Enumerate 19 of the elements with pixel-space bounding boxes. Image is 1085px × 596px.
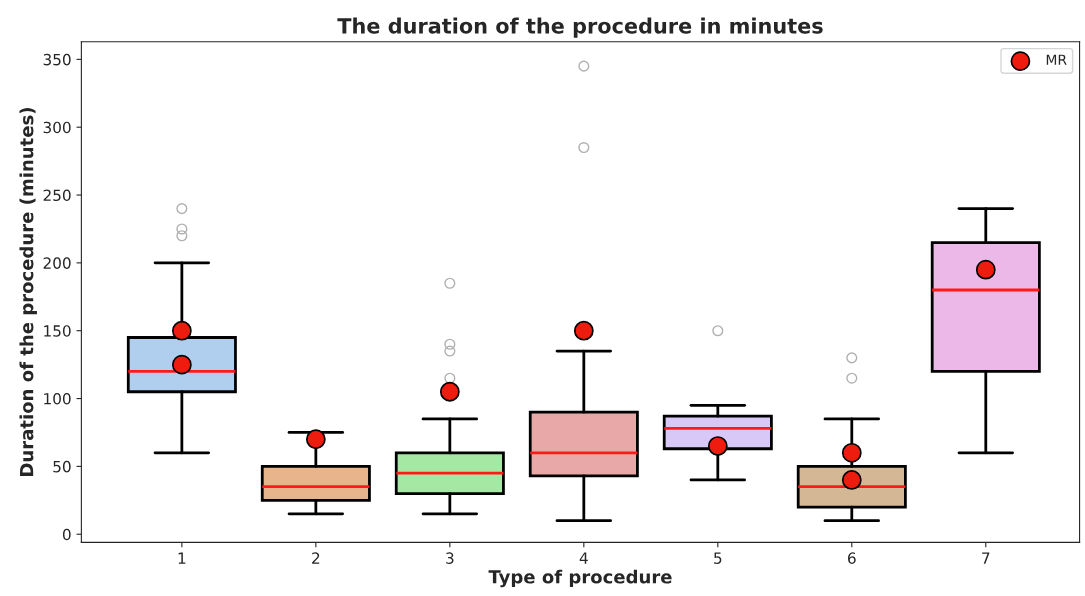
x-tick-label: 2 xyxy=(312,552,320,564)
y-tick-label: 50 xyxy=(53,460,71,473)
y-tick-label: 300 xyxy=(43,121,71,134)
y-tick-label: 150 xyxy=(44,325,71,337)
y-axis-title: Duration of the procedure (minutes) xyxy=(19,108,37,476)
x-tick-label: 6 xyxy=(848,552,856,564)
x-axis-title: Type of procedure xyxy=(488,569,672,588)
chart-title: The duration of the procedure in minutes xyxy=(337,17,823,38)
x-tick-label: 5 xyxy=(714,552,722,564)
x-tick-label: 1 xyxy=(178,552,186,564)
y-tick-label: 200 xyxy=(43,257,71,269)
y-tick-label: 350 xyxy=(43,53,71,66)
x-tick-label: 3 xyxy=(446,552,454,564)
x-tick-label: 7 xyxy=(982,552,990,564)
x-tick-label: 4 xyxy=(579,552,588,564)
legend-label: MR xyxy=(1046,54,1067,65)
y-tick-label: 100 xyxy=(44,393,71,405)
y-tick-label: 0 xyxy=(62,528,71,541)
y-tick-label: 250 xyxy=(43,189,71,202)
